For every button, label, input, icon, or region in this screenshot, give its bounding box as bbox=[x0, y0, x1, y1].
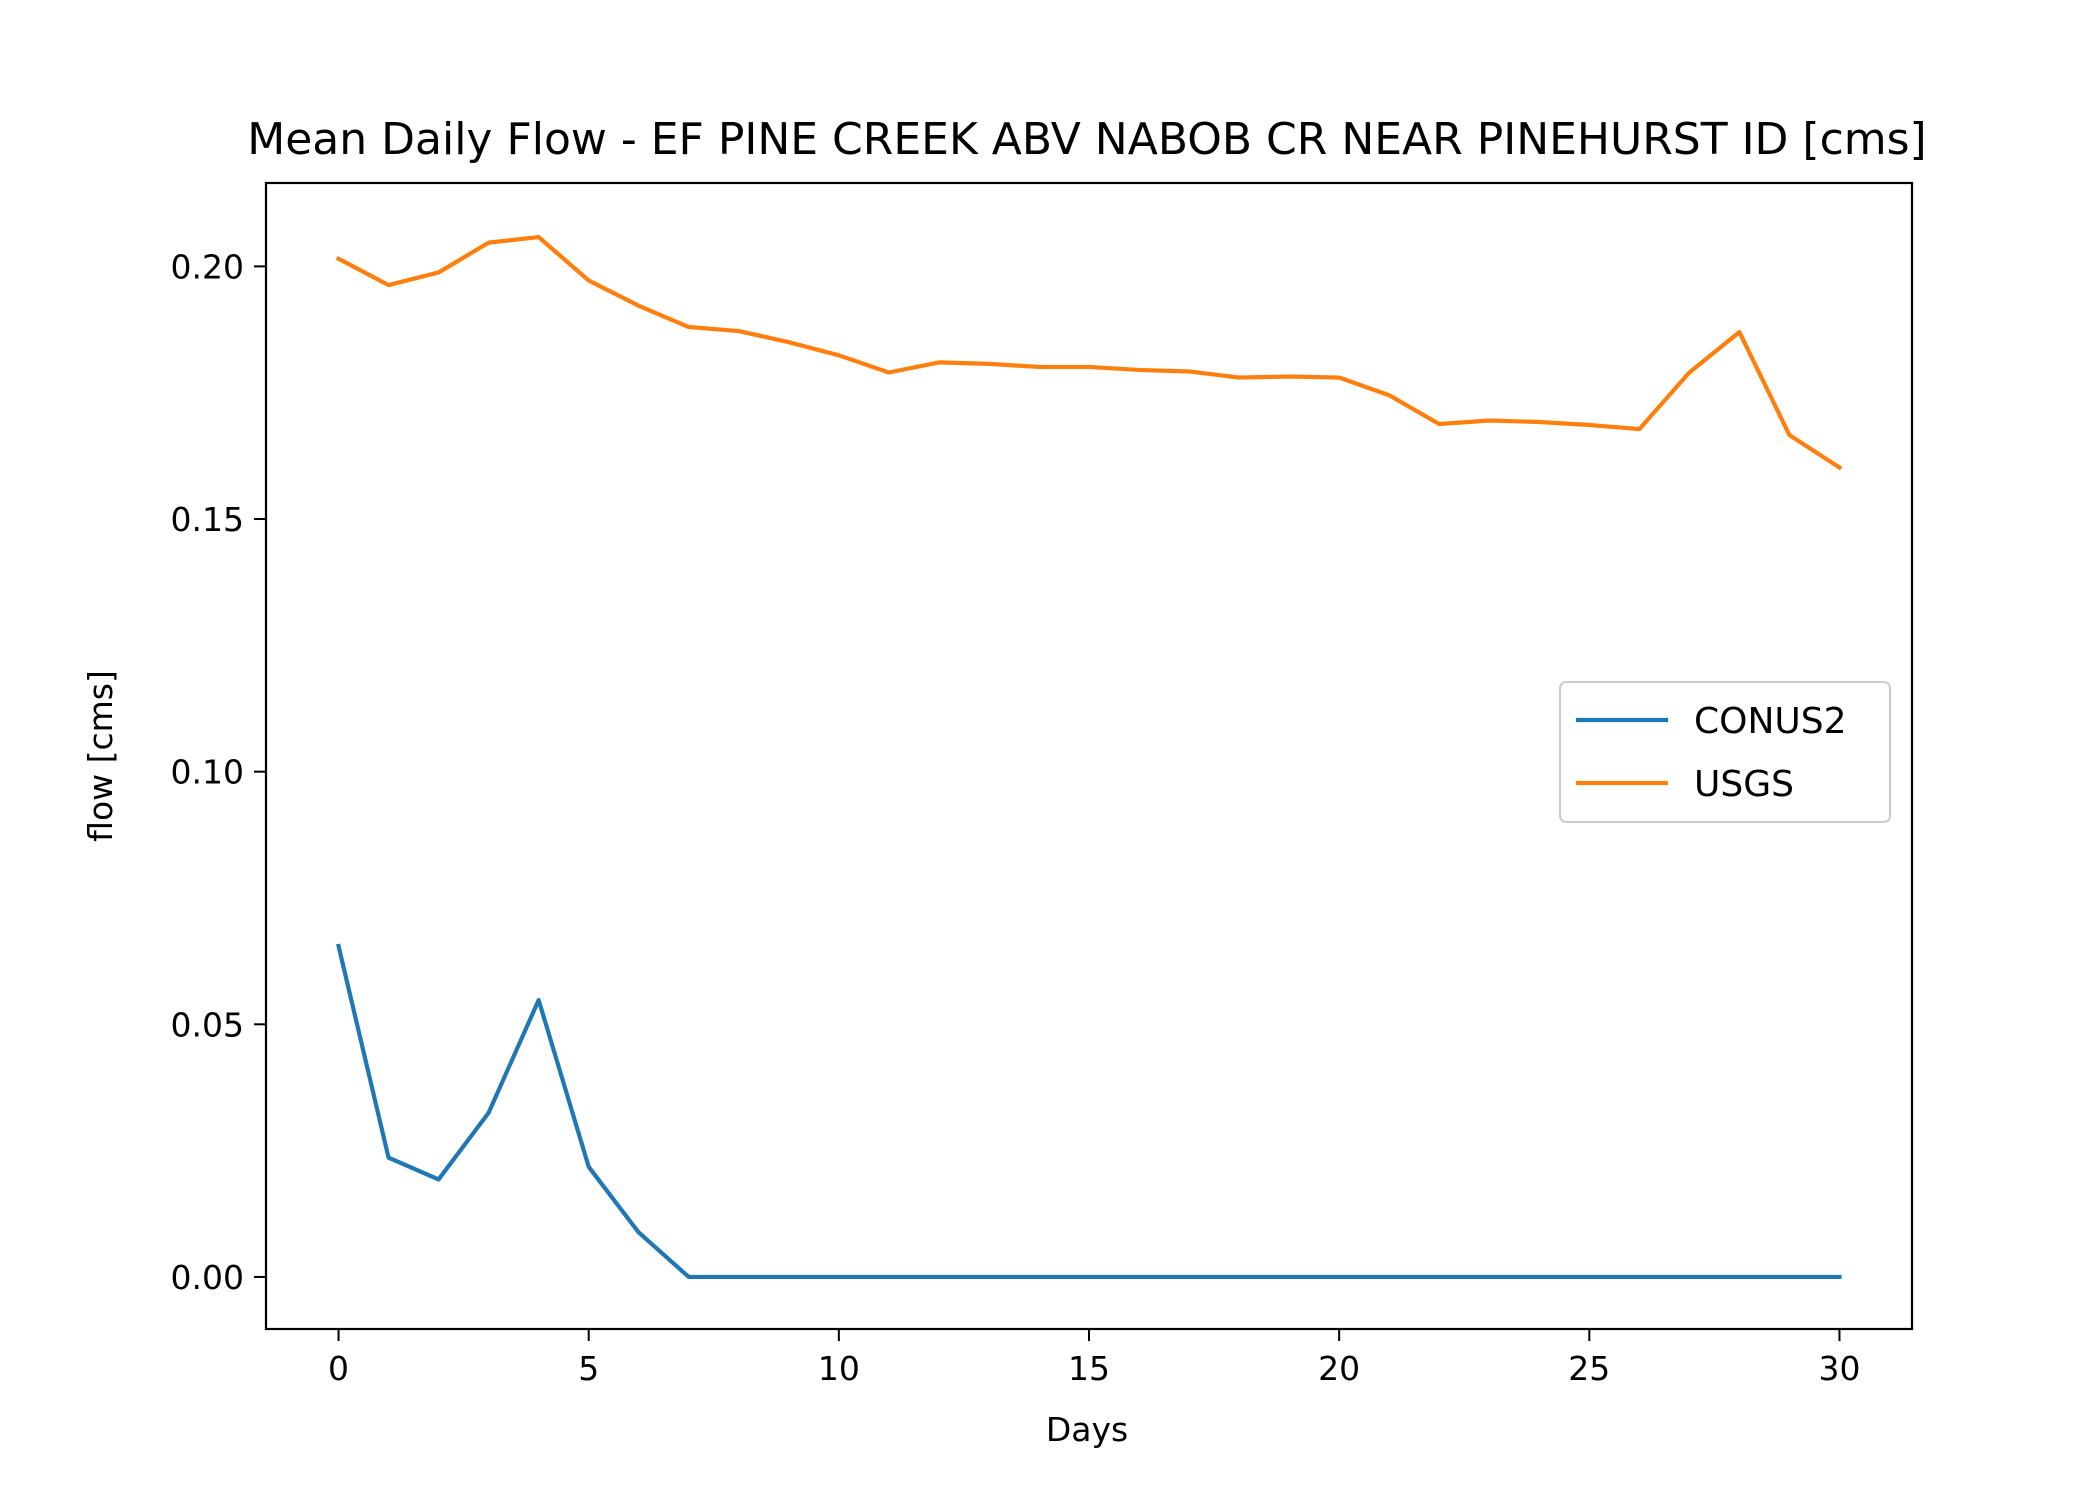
y-tick-label: 0.15 bbox=[171, 500, 244, 539]
y-tick-label: 0.05 bbox=[171, 1005, 244, 1044]
series-layer bbox=[335, 234, 1843, 1280]
x-tick-label: 15 bbox=[1068, 1349, 1110, 1388]
y-tick-label: 0.10 bbox=[171, 753, 244, 792]
series-line-usgs bbox=[335, 234, 1843, 471]
y-tick-label: 0.00 bbox=[171, 1258, 244, 1297]
legend-label-conus2: CONUS2 bbox=[1694, 701, 1847, 742]
legend: CONUS2 USGS bbox=[1559, 681, 1891, 823]
x-tick-label: 5 bbox=[578, 1349, 599, 1388]
series-line-conus2 bbox=[336, 943, 1842, 1280]
x-tick-label: 0 bbox=[328, 1349, 349, 1388]
y-tick-label: 0.20 bbox=[171, 247, 244, 286]
x-axis: 0 5 10 15 20 25 30 bbox=[328, 1329, 1860, 1388]
x-tick-label: 30 bbox=[1818, 1349, 1860, 1388]
legend-label-usgs: USGS bbox=[1694, 764, 1794, 805]
x-tick-label: 25 bbox=[1568, 1349, 1610, 1388]
x-tick-label: 20 bbox=[1318, 1349, 1360, 1388]
x-tick-label: 10 bbox=[818, 1349, 860, 1388]
y-axis-label: flow [cms] bbox=[81, 670, 120, 842]
chart-title: Mean Daily Flow - EF PINE CREEK ABV NABO… bbox=[247, 114, 1926, 165]
x-axis-label: Days bbox=[1046, 1410, 1128, 1449]
y-axis: 0.00 0.05 0.10 0.15 0.20 bbox=[171, 247, 266, 1297]
legend-box bbox=[1559, 681, 1891, 823]
